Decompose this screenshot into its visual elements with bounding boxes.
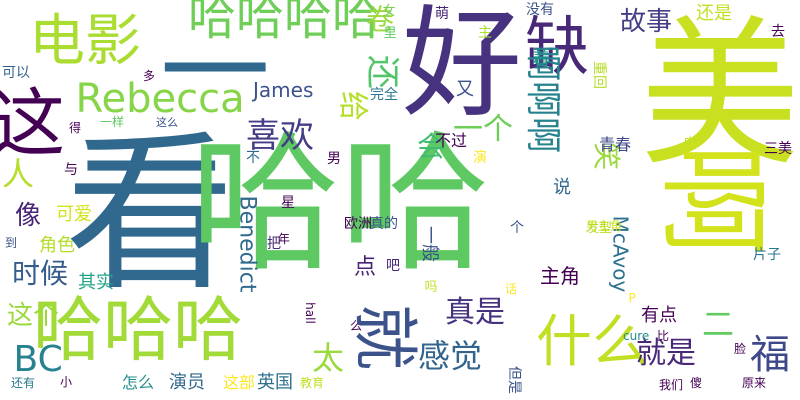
word: 像: [15, 201, 42, 231]
word: 可以: [2, 65, 30, 81]
word: 感觉: [418, 337, 483, 375]
word: 会: [417, 130, 446, 163]
word: 我们: [659, 378, 684, 392]
word: 这个: [7, 301, 60, 331]
word: 年: [278, 232, 291, 246]
word: Benedict: [233, 195, 259, 293]
word: 福: [750, 332, 790, 378]
word: 教育: [300, 376, 325, 390]
word: 男主角: [586, 219, 623, 233]
word: 么: [350, 319, 363, 333]
word: 太: [312, 339, 345, 377]
word: 哈哈: [190, 118, 491, 292]
word: 男: [327, 151, 341, 167]
word: 着: [532, 49, 550, 70]
word: 片子: [753, 247, 781, 263]
word: 啊: [647, 144, 777, 256]
word: 看: [65, 116, 236, 314]
word: 还: [362, 55, 402, 89]
word: 角色: [39, 235, 75, 256]
word: 好: [402, 0, 522, 134]
word: 又: [456, 79, 474, 100]
word: 得: [69, 121, 82, 135]
word: 这么: [156, 115, 178, 129]
word: cure: [623, 329, 650, 343]
word: 演员: [169, 372, 205, 393]
word: 说: [553, 177, 571, 198]
word: 小: [60, 375, 73, 389]
word: 里: [383, 25, 397, 41]
word: 其实: [78, 272, 114, 293]
word: 重回: [591, 61, 607, 89]
word: 三美: [764, 141, 792, 157]
word: Rebecca: [75, 76, 245, 122]
word: 这: [0, 81, 65, 167]
word: 一: [160, 8, 270, 136]
word: 二: [702, 305, 735, 343]
word: 这部: [223, 373, 256, 392]
word: 喜欢: [246, 116, 314, 156]
word: 女: [382, 3, 396, 19]
word: 话: [505, 282, 518, 296]
word: 演: [473, 150, 487, 166]
word: 还有: [11, 376, 36, 390]
word: 有点: [641, 305, 677, 326]
word: 个: [510, 220, 524, 236]
word: 人: [2, 155, 35, 193]
word: 可爱: [56, 204, 92, 225]
word: 多: [143, 69, 156, 83]
word: 把: [267, 236, 281, 252]
word: 一个: [453, 112, 513, 147]
word: 卷: [366, 3, 395, 36]
word: BC: [13, 339, 63, 380]
word: 哈哈哈哈: [188, 0, 381, 46]
word: 电影: [29, 9, 141, 74]
word: 故事: [620, 7, 673, 37]
word: 星: [281, 195, 295, 211]
word: 主: [478, 25, 492, 41]
word: 缺: [525, 11, 589, 85]
word: 什么: [536, 310, 648, 375]
word: hall: [302, 302, 317, 324]
word: 去: [771, 24, 785, 40]
word: 点: [354, 255, 377, 280]
word: 原来: [742, 376, 767, 390]
word: 英国: [257, 372, 293, 393]
word: 青春: [599, 135, 632, 154]
word: 怎么: [122, 373, 155, 392]
word: 中: [684, 135, 697, 149]
word: 真是: [445, 295, 505, 330]
word: 没有: [526, 2, 554, 18]
word: 美: [640, 1, 800, 188]
word: 发型: [586, 220, 613, 236]
word: 吗: [424, 279, 438, 295]
word: 主角: [540, 264, 580, 288]
word: 还是: [696, 3, 732, 24]
word: 不过: [435, 131, 468, 150]
word: 到: [5, 236, 18, 250]
word: 但是: [506, 366, 522, 394]
word: 不: [246, 150, 260, 166]
word: 吧: [386, 258, 400, 274]
word: 就是: [636, 336, 696, 371]
word: 时候: [12, 257, 69, 290]
word: P: [628, 291, 636, 305]
word: James: [253, 78, 314, 102]
word: 哈哈哈: [33, 289, 243, 371]
word: 傻: [690, 376, 703, 390]
word: 脸: [734, 342, 747, 356]
word: 与: [64, 162, 78, 178]
word: 一般: [419, 226, 440, 262]
word: 给: [335, 91, 370, 121]
word: 比: [657, 329, 670, 343]
word: 完全: [370, 87, 398, 103]
word: 就: [346, 304, 423, 370]
word: 一样: [100, 115, 125, 129]
word: 真的: [370, 216, 398, 232]
word: 欧洲: [344, 216, 372, 232]
word: 萌: [435, 6, 449, 22]
